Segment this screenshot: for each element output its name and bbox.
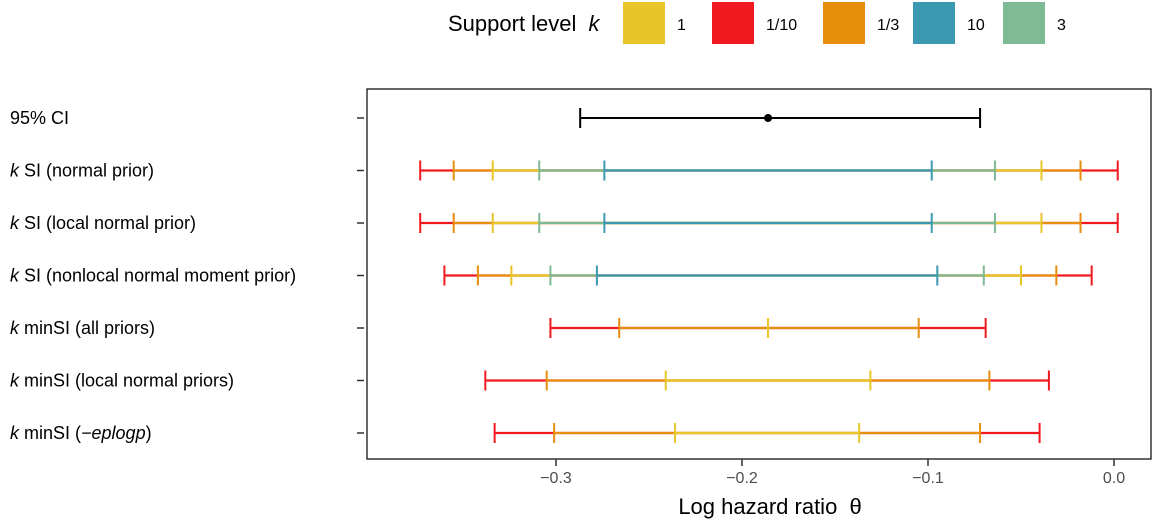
x-tick-label-0: −0.3 — [540, 470, 572, 487]
row-label-2: k SI (local normal prior) — [10, 213, 196, 233]
plot-panel — [366, 88, 1152, 460]
legend-key-4 — [1003, 2, 1045, 44]
y-ticks — [357, 117, 364, 434]
row-label-prefix: k — [10, 318, 20, 338]
legend-title: Support level k — [448, 11, 601, 36]
row-label-4: k minSI (all priors) — [10, 318, 155, 338]
legend-entries: 1 1/10 1/3 10 3 — [623, 2, 1066, 44]
x-axis-title-text: Log hazard ratio — [678, 494, 837, 519]
legend-title-symbol: k — [589, 11, 601, 36]
row-label-end: ) — [146, 423, 152, 443]
row-label-1: k SI (normal prior) — [10, 161, 154, 181]
legend-label-2: 1/3 — [877, 17, 899, 34]
row-label-prefix: k — [10, 371, 20, 391]
row-label-prefix: k — [10, 266, 20, 286]
legend-label-4: 3 — [1057, 17, 1066, 34]
row-label-3: k SI (nonlocal normal moment prior) — [10, 266, 296, 286]
legend-label-0: 1 — [677, 17, 686, 34]
row-label-text: SI (nonlocal normal moment prior) — [24, 266, 296, 286]
row-label-5: k minSI (local normal priors) — [10, 371, 234, 391]
x-axis: −0.3 −0.2 −0.1 0.0 — [540, 459, 1125, 487]
x-axis-title: Log hazard ratio θ — [678, 494, 861, 519]
row-label-prefix: k — [10, 213, 20, 233]
x-tick-label-1: −0.2 — [726, 470, 758, 487]
row-label-0: 95% CI — [10, 108, 69, 128]
row-labels: 95% CIk SI (normal prior)k SI (local norma… — [10, 108, 296, 443]
legend-key-2 — [823, 2, 865, 44]
row-label-text: SI (normal prior) — [24, 161, 154, 181]
row-label-math: −eplogp — [81, 423, 146, 443]
legend-label-3: 10 — [967, 17, 985, 34]
row-label-text: minSI (local normal priors) — [24, 371, 234, 391]
legend-title-text: Support level — [448, 11, 576, 36]
row-label-text: 95% CI — [10, 108, 69, 128]
legend-key-3 — [913, 2, 955, 44]
legend-key-0 — [623, 2, 665, 44]
row-label-6: k minSI (−eplogp) — [10, 423, 152, 443]
row-label-text: SI (local normal prior) — [24, 213, 196, 233]
x-tick-label-3: 0.0 — [1103, 470, 1125, 487]
row-label-text: minSI (all priors) — [24, 318, 155, 338]
ci-estimate-point — [764, 114, 773, 122]
row-label-prefix: k — [10, 161, 20, 181]
interval-marks — [419, 108, 1119, 443]
legend: Support level k 1 1/10 1/3 10 3 — [448, 2, 1066, 44]
x-tick-label-2: −0.1 — [912, 470, 944, 487]
row-label-text: minSI ( — [24, 423, 81, 443]
legend-label-1: 1/10 — [766, 17, 797, 34]
row-label-prefix: k — [10, 423, 20, 443]
x-axis-title-symbol: θ — [849, 494, 861, 519]
legend-key-1 — [712, 2, 754, 44]
